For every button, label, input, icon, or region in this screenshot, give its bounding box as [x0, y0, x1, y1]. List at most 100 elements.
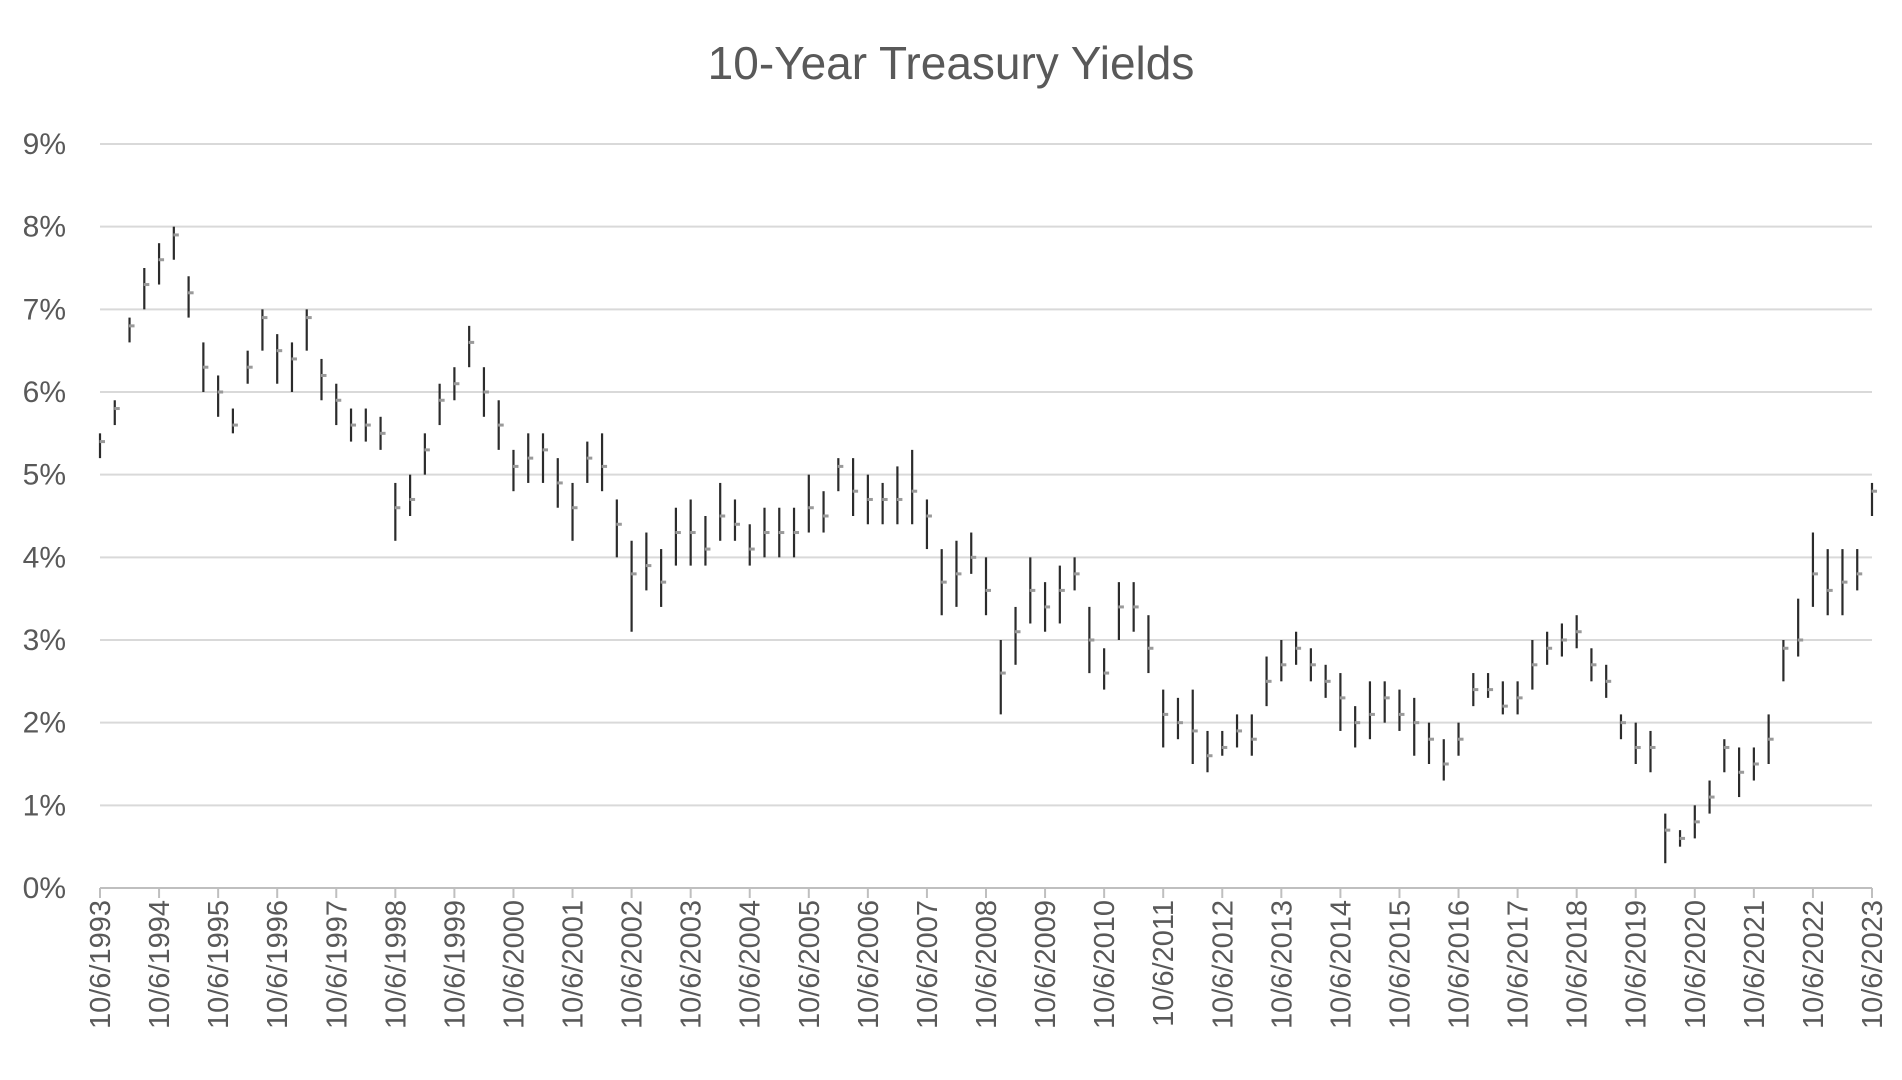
x-tick-label: 10/6/2020 — [1680, 900, 1712, 1029]
hlc-bar — [1516, 681, 1523, 715]
hlc-bar — [1250, 714, 1257, 756]
x-tick-label: 10/6/2018 — [1562, 900, 1594, 1029]
hlc-bar — [660, 549, 667, 607]
hlc-bar — [1029, 557, 1036, 624]
hlc-bar — [1546, 631, 1553, 665]
hlc-bar — [1752, 747, 1759, 781]
x-tick-label: 10/6/1994 — [144, 900, 176, 1029]
hlc-bar — [409, 474, 416, 516]
x-tick-label: 10/6/1995 — [203, 900, 235, 1029]
hlc-bar — [645, 532, 652, 591]
hlc-bar — [556, 458, 563, 508]
hlc-bar — [999, 640, 1006, 715]
x-tick-label: 10/6/2006 — [853, 900, 885, 1029]
hlc-bar — [335, 383, 342, 426]
hlc-bar — [807, 474, 814, 533]
hlc-bar — [1132, 582, 1139, 632]
hlc-bar — [379, 416, 386, 450]
y-tick-label: 6% — [23, 376, 66, 409]
hlc-bar — [1811, 532, 1818, 607]
hlc-bar — [261, 309, 268, 351]
hlc-bar — [911, 449, 918, 525]
hlc-bar — [1737, 747, 1745, 798]
hlc-bar — [1413, 697, 1420, 756]
hlc-bar — [1472, 673, 1479, 707]
hlc-bar — [98, 433, 105, 459]
hlc-bar — [1797, 598, 1804, 657]
x-tick-label: 10/6/2014 — [1325, 900, 1357, 1029]
hlc-bar — [1162, 689, 1169, 748]
hlc-bar — [1147, 615, 1154, 674]
hlc-bar — [320, 358, 327, 401]
hlc-bar — [1191, 689, 1198, 764]
hlc-bar — [497, 400, 504, 450]
hlc-bar — [866, 474, 873, 525]
hlc-bar — [1117, 582, 1124, 640]
hlc-bar — [157, 243, 165, 285]
hlc-bar — [1767, 714, 1774, 764]
hlc-bar — [364, 408, 371, 442]
y-tick-label: 0% — [23, 872, 66, 905]
hlc-bar — [1014, 606, 1021, 665]
x-tick-label: 10/6/2012 — [1207, 900, 1239, 1029]
hlc-bar — [1309, 648, 1316, 682]
hlc-bar — [689, 499, 696, 566]
x-tick-label: 10/6/2004 — [735, 900, 767, 1029]
hlc-bar — [187, 276, 194, 318]
hlc-bar — [925, 499, 932, 550]
hlc-bar — [778, 507, 785, 558]
x-tick-label: 10/6/2015 — [1384, 900, 1416, 1029]
hlc-bar — [1708, 780, 1715, 814]
hlc-bar — [1442, 739, 1449, 781]
x-tick-label: 10/6/2016 — [1444, 900, 1476, 1029]
hlc-bar — [1501, 681, 1508, 715]
hlc-bar — [600, 433, 608, 492]
x-tick-label: 10/6/2001 — [558, 900, 590, 1029]
hlc-bar — [571, 482, 578, 541]
x-tick-label: 10/6/2003 — [676, 900, 708, 1029]
hlc-bar — [1088, 606, 1095, 674]
hlc-bar — [1176, 697, 1183, 740]
y-tick-label: 7% — [23, 293, 66, 326]
x-tick-label: 10/6/2022 — [1798, 900, 1830, 1029]
x-tick-label: 10/6/1996 — [262, 900, 294, 1029]
x-tick-label: 10/6/2019 — [1621, 900, 1653, 1029]
hlc-bar — [674, 507, 681, 566]
x-tick-label: 10/6/2009 — [1030, 900, 1062, 1029]
hlc-bar — [1590, 648, 1597, 682]
hlc-bar — [1693, 805, 1700, 839]
hlc-bar — [231, 408, 238, 434]
hlc-bar — [202, 342, 209, 392]
hlc-bar — [1354, 706, 1361, 748]
hlc-bar — [128, 317, 135, 343]
hlc-bar — [851, 458, 859, 516]
hlc-bar — [586, 441, 593, 483]
x-tick-label: 10/6/2008 — [971, 900, 1003, 1029]
hlc-bar — [1664, 813, 1671, 864]
hlc-bar — [984, 557, 991, 616]
hlc-bar — [290, 342, 297, 392]
x-tick-label: 10/6/2011 — [1148, 900, 1180, 1027]
x-tick-label: 10/6/1997 — [321, 900, 353, 1029]
hlc-bar — [763, 507, 770, 558]
x-axis-tick-labels: 10/6/1993 10/6/1994 10/6/1995 10/6/1996 10/6… — [85, 900, 1889, 1029]
hlc-bar — [541, 433, 548, 483]
y-tick-label: 2% — [23, 707, 66, 740]
hlc-bar — [1398, 689, 1405, 731]
hlc-bar — [1634, 722, 1641, 764]
hlc-bar — [970, 532, 977, 574]
hlc-bar — [217, 375, 224, 417]
hlc-bar — [1486, 673, 1494, 698]
y-tick-label: 5% — [23, 459, 66, 492]
hlc-bar — [1221, 730, 1228, 756]
y-axis-tick-labels: 0% 1% 2% 3% 4% 5% 6% 7% 8% 9% — [23, 128, 66, 905]
hlc-bar — [527, 433, 534, 483]
hlc-bar — [1575, 615, 1582, 649]
hlc-bar — [1560, 623, 1567, 657]
hlc-bar — [453, 367, 460, 401]
hlc-bar — [246, 350, 253, 384]
hlc-bar — [748, 524, 755, 566]
hlc-bar — [1339, 673, 1346, 731]
hlc-bar — [1531, 640, 1538, 690]
x-tick-label: 10/6/1993 — [85, 900, 117, 1029]
